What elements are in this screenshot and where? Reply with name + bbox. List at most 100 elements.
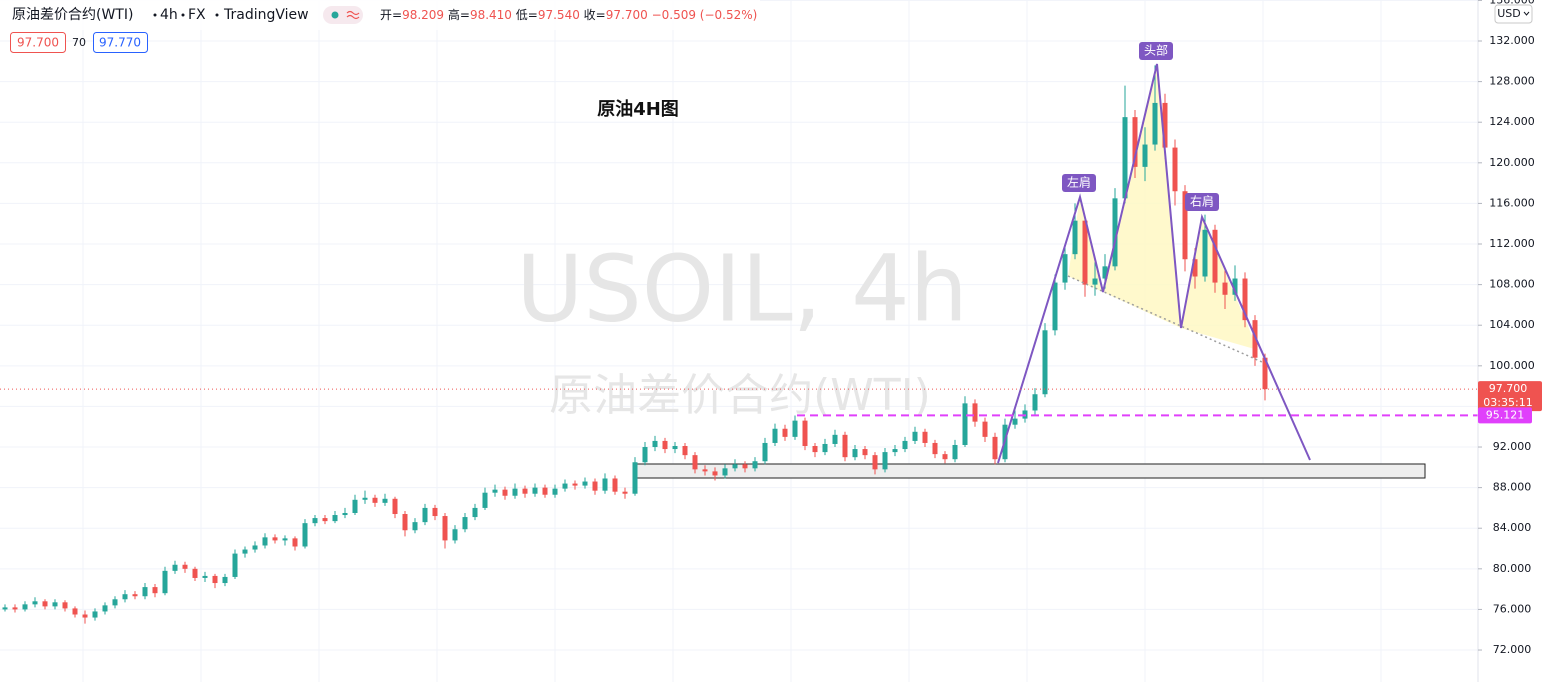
candle-body [752, 461, 758, 469]
candle-body [232, 553, 238, 577]
candle-body [1122, 117, 1128, 199]
candle-body [552, 488, 558, 495]
candle-body [132, 594, 138, 597]
ohlc-value: 98.410 [470, 8, 512, 22]
candle-body [712, 471, 718, 476]
ohlc-key: 收= [584, 8, 606, 22]
candle-body [1112, 198, 1118, 267]
candle-body [392, 498, 398, 515]
y-tick-label: 80.000 [1493, 562, 1532, 575]
candle-body [592, 481, 598, 491]
label-text: 左肩 [1067, 175, 1091, 190]
candle-body [302, 523, 308, 547]
y-tick-label: 132.000 [1489, 34, 1535, 47]
candle-body [252, 545, 258, 550]
candle-body [1032, 394, 1038, 411]
candle-body [742, 464, 748, 469]
candle-body [952, 444, 958, 460]
pattern-area [1103, 64, 1181, 328]
candle-body [2, 607, 8, 610]
candle-body [1102, 266, 1108, 279]
candle-body [322, 518, 328, 522]
candle-body [1012, 418, 1018, 425]
candle-body [222, 576, 228, 584]
candle-body [1082, 220, 1088, 285]
candle-body [722, 468, 728, 476]
candle-body [912, 431, 918, 441]
label-text: 右肩 [1190, 194, 1214, 209]
candle-body [1152, 102, 1158, 145]
candle-body [972, 403, 978, 422]
candle-body [812, 446, 818, 453]
candle-body [452, 529, 458, 541]
countdown: 03:35:11 [1483, 396, 1532, 409]
watermark: USOIL, 4h [516, 235, 968, 342]
candle-body [272, 537, 278, 541]
bid[interactable]: 97.700 [17, 36, 59, 50]
candle-body [402, 514, 408, 531]
currency[interactable]: USD [1497, 7, 1521, 20]
candle-body [502, 489, 508, 496]
candle-body [862, 449, 868, 456]
candle-body [312, 518, 318, 524]
candle-body [182, 564, 188, 569]
y-tick-label: 120.000 [1489, 156, 1535, 169]
candle-body [262, 537, 268, 546]
candle-body [792, 420, 798, 437]
candle-body [662, 440, 668, 450]
ask-button[interactable] [93, 32, 148, 53]
candle-body [72, 608, 78, 615]
candle-body [172, 564, 178, 571]
candle-body [62, 602, 68, 609]
y-tick-label: 128.000 [1489, 75, 1535, 88]
last-price-badge [1478, 381, 1542, 412]
ohlc-values: 开=98.209 高=98.410 低=97.540 收=97.700 −0.5… [380, 7, 757, 22]
y-tick-label: 116.000 [1489, 196, 1535, 209]
candle-body [542, 487, 548, 495]
candle-body [962, 403, 968, 445]
candle-body [772, 428, 778, 443]
candle-body [1092, 278, 1098, 285]
candle-body [332, 515, 338, 522]
y-tick-label: 124.000 [1489, 115, 1535, 128]
candle-body [1242, 278, 1248, 321]
symbol: 原油差价合约(WTI) [12, 7, 133, 23]
candle-body [422, 507, 428, 523]
currency-button[interactable] [1494, 4, 1533, 24]
ohlc-key: 高= [448, 7, 470, 22]
y-tick-label: 72.000 [1493, 643, 1532, 656]
candle-body [702, 469, 708, 472]
ohlc-value: 97.540 [538, 8, 580, 22]
y-tick-label: 112.000 [1489, 237, 1535, 250]
neckline [1067, 275, 1263, 363]
candle-body [482, 492, 488, 508]
candle-body [1232, 278, 1238, 295]
candle-body [1222, 282, 1228, 295]
bid-button[interactable] [10, 32, 66, 53]
candles [2, 65, 1268, 624]
ask[interactable]: 97.770 [99, 36, 141, 50]
candle-body [582, 481, 588, 486]
candle-body [1182, 191, 1188, 260]
y-tick-label: 88.000 [1493, 481, 1532, 494]
label-box [1062, 174, 1096, 192]
candle-body [672, 446, 678, 450]
status-icon [346, 10, 360, 20]
candle-body [642, 447, 648, 463]
candle-body [872, 455, 878, 470]
candle-body [1172, 147, 1178, 192]
candle-body [1142, 144, 1148, 167]
status-pill [323, 6, 363, 24]
status-dot [331, 11, 339, 19]
candle-body [362, 497, 368, 500]
candle-body [342, 512, 348, 516]
label-box [1185, 193, 1219, 211]
candle-body [162, 570, 168, 594]
candle-body [802, 420, 808, 447]
candle-body [732, 464, 738, 469]
y-tick-label: 100.000 [1489, 359, 1535, 372]
candle-body [142, 587, 148, 597]
candle-body [152, 587, 158, 594]
candle-body [212, 575, 218, 584]
